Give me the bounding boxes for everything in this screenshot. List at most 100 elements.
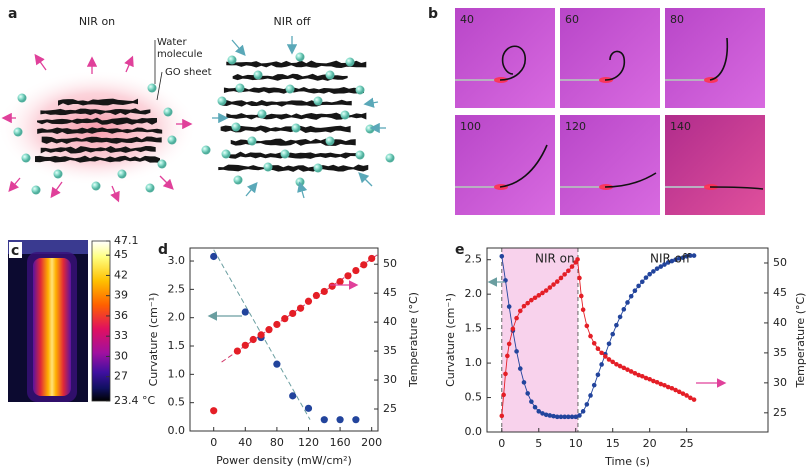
data-point xyxy=(595,346,601,351)
data-point xyxy=(617,363,623,369)
data-point xyxy=(606,341,612,347)
data-point xyxy=(575,257,580,262)
data-point xyxy=(569,264,575,269)
arrow xyxy=(245,182,258,197)
data-point xyxy=(580,307,586,313)
data-point xyxy=(257,331,265,339)
charts: 0 40 80 120 160 2000.00.51.01.52.02.53.025303… xyxy=(147,242,807,468)
y-axis-label: Curvature (cm⁻¹) xyxy=(147,293,160,387)
x-tick-label: 0 xyxy=(498,437,505,450)
colorbar-label: 23.4 °C xyxy=(114,394,155,407)
y-tick-label: 1.5 xyxy=(465,322,483,335)
y-tick-label: 0.0 xyxy=(465,425,483,438)
water-molecule xyxy=(295,52,305,62)
data-point xyxy=(688,253,693,258)
data-point xyxy=(647,271,652,277)
y2-axis-label: Temperature (°C) xyxy=(794,293,807,389)
image-top xyxy=(8,240,88,254)
data-point xyxy=(628,293,634,299)
data-point xyxy=(312,291,320,300)
annotation: NIR off xyxy=(650,252,691,266)
y2-tick-label: 30 xyxy=(773,376,787,389)
data-point xyxy=(625,300,630,305)
panel-label: b xyxy=(428,6,438,22)
photo-label: 80 xyxy=(670,13,684,26)
y-tick-label: 2.0 xyxy=(465,287,483,300)
photo-label: 140 xyxy=(670,120,691,133)
photo: 140 xyxy=(665,115,765,215)
go-sheet xyxy=(218,164,369,172)
water-molecule xyxy=(117,169,127,179)
y-tick-label: 1.0 xyxy=(168,367,186,380)
photo-label: 40 xyxy=(460,13,474,26)
data-point xyxy=(249,335,257,344)
water-molecule xyxy=(17,93,27,103)
panel-label: e xyxy=(455,242,465,258)
arrow xyxy=(34,53,47,71)
water-molecule xyxy=(340,110,350,120)
data-point xyxy=(532,295,538,301)
photo-bg xyxy=(455,8,555,108)
water-molecule xyxy=(355,150,365,160)
data-point xyxy=(658,381,664,387)
arrow xyxy=(358,172,373,187)
thermal-image: c 47.145 42 39 36 33 30 27 23.4 °C xyxy=(8,234,155,407)
data-point xyxy=(210,252,218,261)
data-point xyxy=(691,253,697,258)
data-point xyxy=(591,382,597,388)
y2-tick-label: 25 xyxy=(383,402,397,415)
data-point xyxy=(499,253,505,259)
data-point xyxy=(684,393,689,398)
data-point xyxy=(510,326,516,332)
data-point xyxy=(304,404,313,412)
y-axis-label: Curvature (cm⁻¹) xyxy=(444,293,457,387)
water-molecule xyxy=(313,96,323,106)
y2-tick-label: 30 xyxy=(383,373,397,386)
data-point xyxy=(525,300,530,306)
data-point xyxy=(566,414,571,420)
photo-label: 60 xyxy=(565,13,579,26)
colorbar-label: 27 xyxy=(114,370,128,383)
water-molecule xyxy=(280,149,290,159)
data-point xyxy=(578,293,584,299)
data-point xyxy=(625,367,630,372)
data-point xyxy=(543,288,549,293)
y-tick-label: 3.0 xyxy=(168,254,186,267)
data-point xyxy=(680,255,686,260)
x-tick-label: 200 xyxy=(361,436,382,449)
data-point xyxy=(336,416,344,424)
chart: 0 5 10 15 20 25 0.0 0.5 1.0 1.5 2.0 2.5 25 30 35 40 45 50… xyxy=(444,242,807,468)
photo-label: 100 xyxy=(460,120,481,133)
y2-tick-label: 40 xyxy=(773,316,787,329)
water-molecule xyxy=(31,185,41,195)
y2-tick-label: 35 xyxy=(383,344,397,357)
x-tick-label: 25 xyxy=(680,437,694,450)
data-point xyxy=(529,297,534,303)
pointer xyxy=(156,71,163,101)
data-point xyxy=(517,366,523,371)
data-point xyxy=(547,413,553,418)
data-point xyxy=(210,407,218,415)
photo: 60 xyxy=(560,8,660,108)
colorbar-label: 30 xyxy=(114,349,128,362)
arrow xyxy=(50,181,63,199)
data-point xyxy=(684,253,689,259)
water-molecule xyxy=(221,149,231,159)
data-point xyxy=(588,333,593,339)
water-molecule xyxy=(231,122,241,132)
illustration xyxy=(0,36,395,203)
data-point xyxy=(665,260,671,265)
data-point xyxy=(599,362,604,367)
data-point xyxy=(610,331,616,337)
plot-frame xyxy=(486,247,769,433)
data-point xyxy=(320,287,328,296)
arrow xyxy=(231,39,246,56)
data-point xyxy=(688,395,693,401)
nir-glow xyxy=(0,70,197,186)
data-point xyxy=(525,391,530,396)
colorbar-label: 36 xyxy=(114,309,128,322)
condition-title: NIR off xyxy=(274,15,311,28)
data-point xyxy=(352,266,360,275)
data-point xyxy=(551,413,556,419)
